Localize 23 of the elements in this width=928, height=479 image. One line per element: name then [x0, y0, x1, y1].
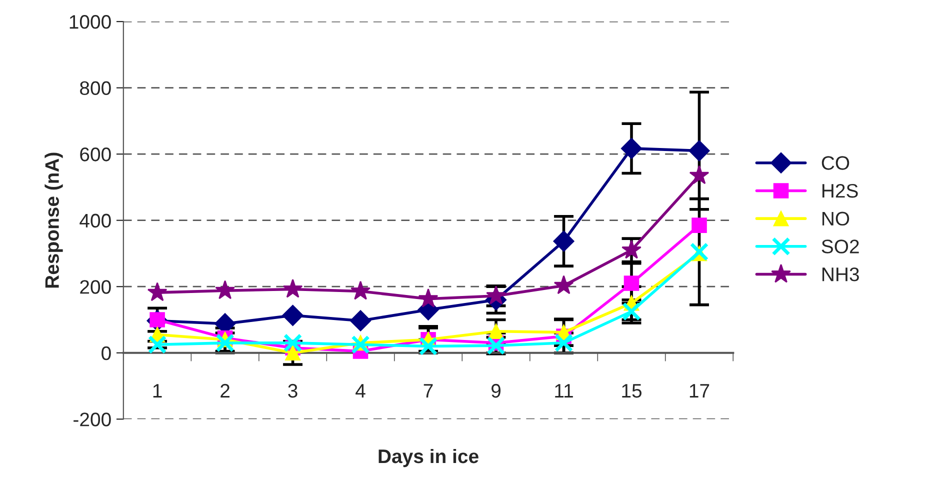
- x-tick-label: 11: [555, 384, 573, 398]
- y-axis-title: Response (nA): [44, 152, 63, 288]
- legend-label: NH3: [822, 267, 859, 282]
- y-tick-label: 800: [80, 81, 111, 96]
- legend-label: SO2: [822, 240, 859, 254]
- legend-label: H2S: [822, 184, 858, 198]
- x-tick-label: 17: [690, 384, 710, 398]
- y-tick-label: -200: [74, 412, 111, 426]
- legend-label: NO: [822, 212, 850, 226]
- x-tick-label: 2: [220, 384, 230, 398]
- y-tick-label: 0: [102, 346, 111, 360]
- legend-label: CO: [822, 156, 850, 170]
- x-axis-title: Days in ice: [378, 448, 478, 468]
- y-tick-label: 600: [80, 148, 111, 162]
- x-tick-label: 9: [492, 384, 500, 398]
- x-tick-label: 7: [424, 384, 433, 398]
- y-tick-label: 200: [80, 280, 111, 294]
- x-tick-label: 4: [356, 384, 366, 398]
- y-tick-label: 1000: [70, 15, 111, 29]
- x-tick-label: 15: [622, 384, 642, 398]
- x-tick-label: 3: [288, 384, 298, 398]
- y-tick-label: 400: [80, 214, 111, 228]
- x-tick-label: 1: [153, 384, 162, 398]
